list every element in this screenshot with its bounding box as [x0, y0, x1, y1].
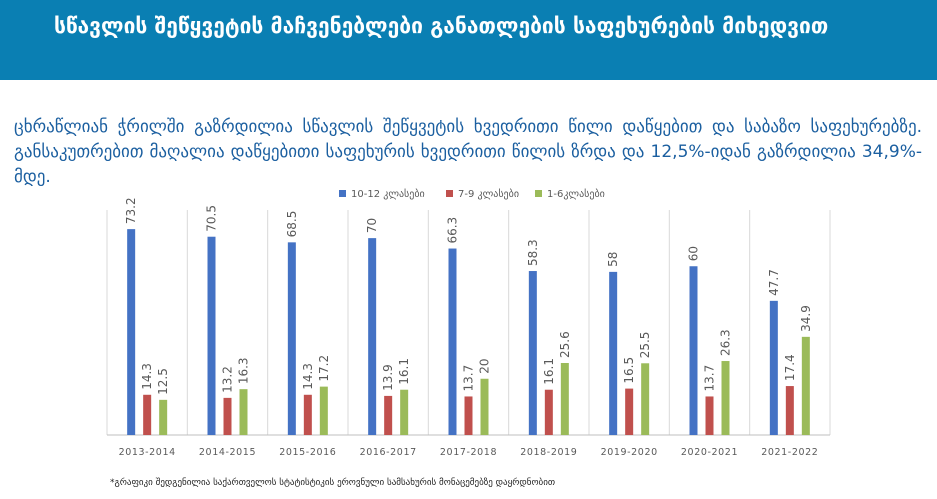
page-title: სწავლის შეწყვეტის მაჩვენებლები განათლები… [54, 14, 829, 38]
bar-2 [464, 396, 473, 435]
bar-1 [528, 271, 537, 435]
data-label: 16.3 [237, 357, 251, 384]
bar-2 [625, 388, 634, 435]
data-label: 70 [365, 218, 379, 233]
data-label: 16.5 [622, 357, 636, 384]
x-tick-label: 2020-2021 [681, 447, 738, 458]
data-label: 73.2 [124, 197, 138, 224]
data-label: 20 [478, 358, 492, 373]
bar-3 [641, 363, 650, 435]
data-label: 12.5 [156, 368, 170, 395]
bar-1 [368, 238, 377, 435]
data-label: 68.5 [285, 211, 299, 238]
x-tick-label: 2017-2018 [440, 447, 497, 458]
x-tick-label: 2016-2017 [360, 447, 417, 458]
bar-2 [143, 394, 152, 435]
legend-swatch [446, 190, 453, 197]
x-tick-label: 2018-2019 [520, 447, 577, 458]
bar-1 [609, 271, 618, 435]
bar-2 [223, 397, 232, 435]
data-label: 58.3 [526, 239, 540, 266]
x-tick-label: 2021-2022 [761, 447, 818, 458]
bar-1 [769, 300, 778, 435]
data-label: 66.3 [446, 217, 460, 244]
header-banner: სწავლის შეწყვეტის მაჩვენებლები განათლები… [0, 0, 937, 80]
data-label: 13.9 [381, 364, 395, 391]
bar-2 [705, 396, 714, 435]
bar-1 [207, 236, 216, 435]
data-label: 58 [606, 252, 620, 267]
bar-3 [801, 336, 810, 435]
data-label: 25.5 [638, 332, 652, 359]
legend-label: 7-9 კლასები [458, 188, 519, 200]
data-label: 17.2 [317, 355, 331, 382]
bar-1 [287, 242, 296, 435]
legend-swatch [339, 190, 346, 197]
x-tick-label: 2019-2020 [601, 447, 658, 458]
data-label: 13.7 [703, 365, 717, 392]
bar-2 [785, 386, 794, 435]
description-text: ცხრაწლიან ჭრილში გაზრდილია სწავლის შეწყვ… [14, 117, 922, 187]
bar-2 [384, 395, 393, 435]
data-label: 60 [687, 246, 701, 261]
data-label: 17.4 [783, 354, 797, 381]
data-label: 13.7 [462, 365, 476, 392]
x-tick-label: 2014-2015 [199, 447, 256, 458]
bar-3 [159, 399, 168, 435]
data-label: 47.7 [767, 269, 781, 296]
bar-1 [127, 229, 136, 435]
data-label: 26.3 [719, 329, 733, 356]
data-label: 16.1 [397, 358, 411, 385]
bar-3 [480, 378, 489, 435]
bar-3 [721, 361, 730, 435]
data-label: 25.6 [558, 331, 572, 358]
bar-3 [319, 386, 328, 435]
bar-2 [303, 394, 312, 435]
data-label: 70.5 [205, 205, 219, 232]
data-label: 14.3 [140, 363, 154, 390]
bar-1 [448, 248, 457, 435]
bar-1 [689, 266, 698, 435]
data-label: 13.2 [221, 366, 235, 393]
bar-3 [560, 363, 569, 435]
data-label: 14.3 [301, 363, 315, 390]
data-label: 34.9 [799, 305, 813, 332]
legend-label: 10-12 კლასები [351, 188, 425, 200]
source-footnote: *გრაფიკი შედგენილია საქართველოს სტატისტი… [110, 478, 556, 488]
legend-label: 1-6კლასები [547, 188, 605, 200]
bar-3 [239, 389, 248, 435]
legend-swatch [535, 190, 542, 197]
bar-3 [400, 389, 409, 435]
data-label: 16.1 [542, 358, 556, 385]
x-tick-label: 2013-2014 [119, 447, 176, 458]
bar-2 [544, 389, 553, 435]
x-tick-label: 2015-2016 [279, 447, 336, 458]
